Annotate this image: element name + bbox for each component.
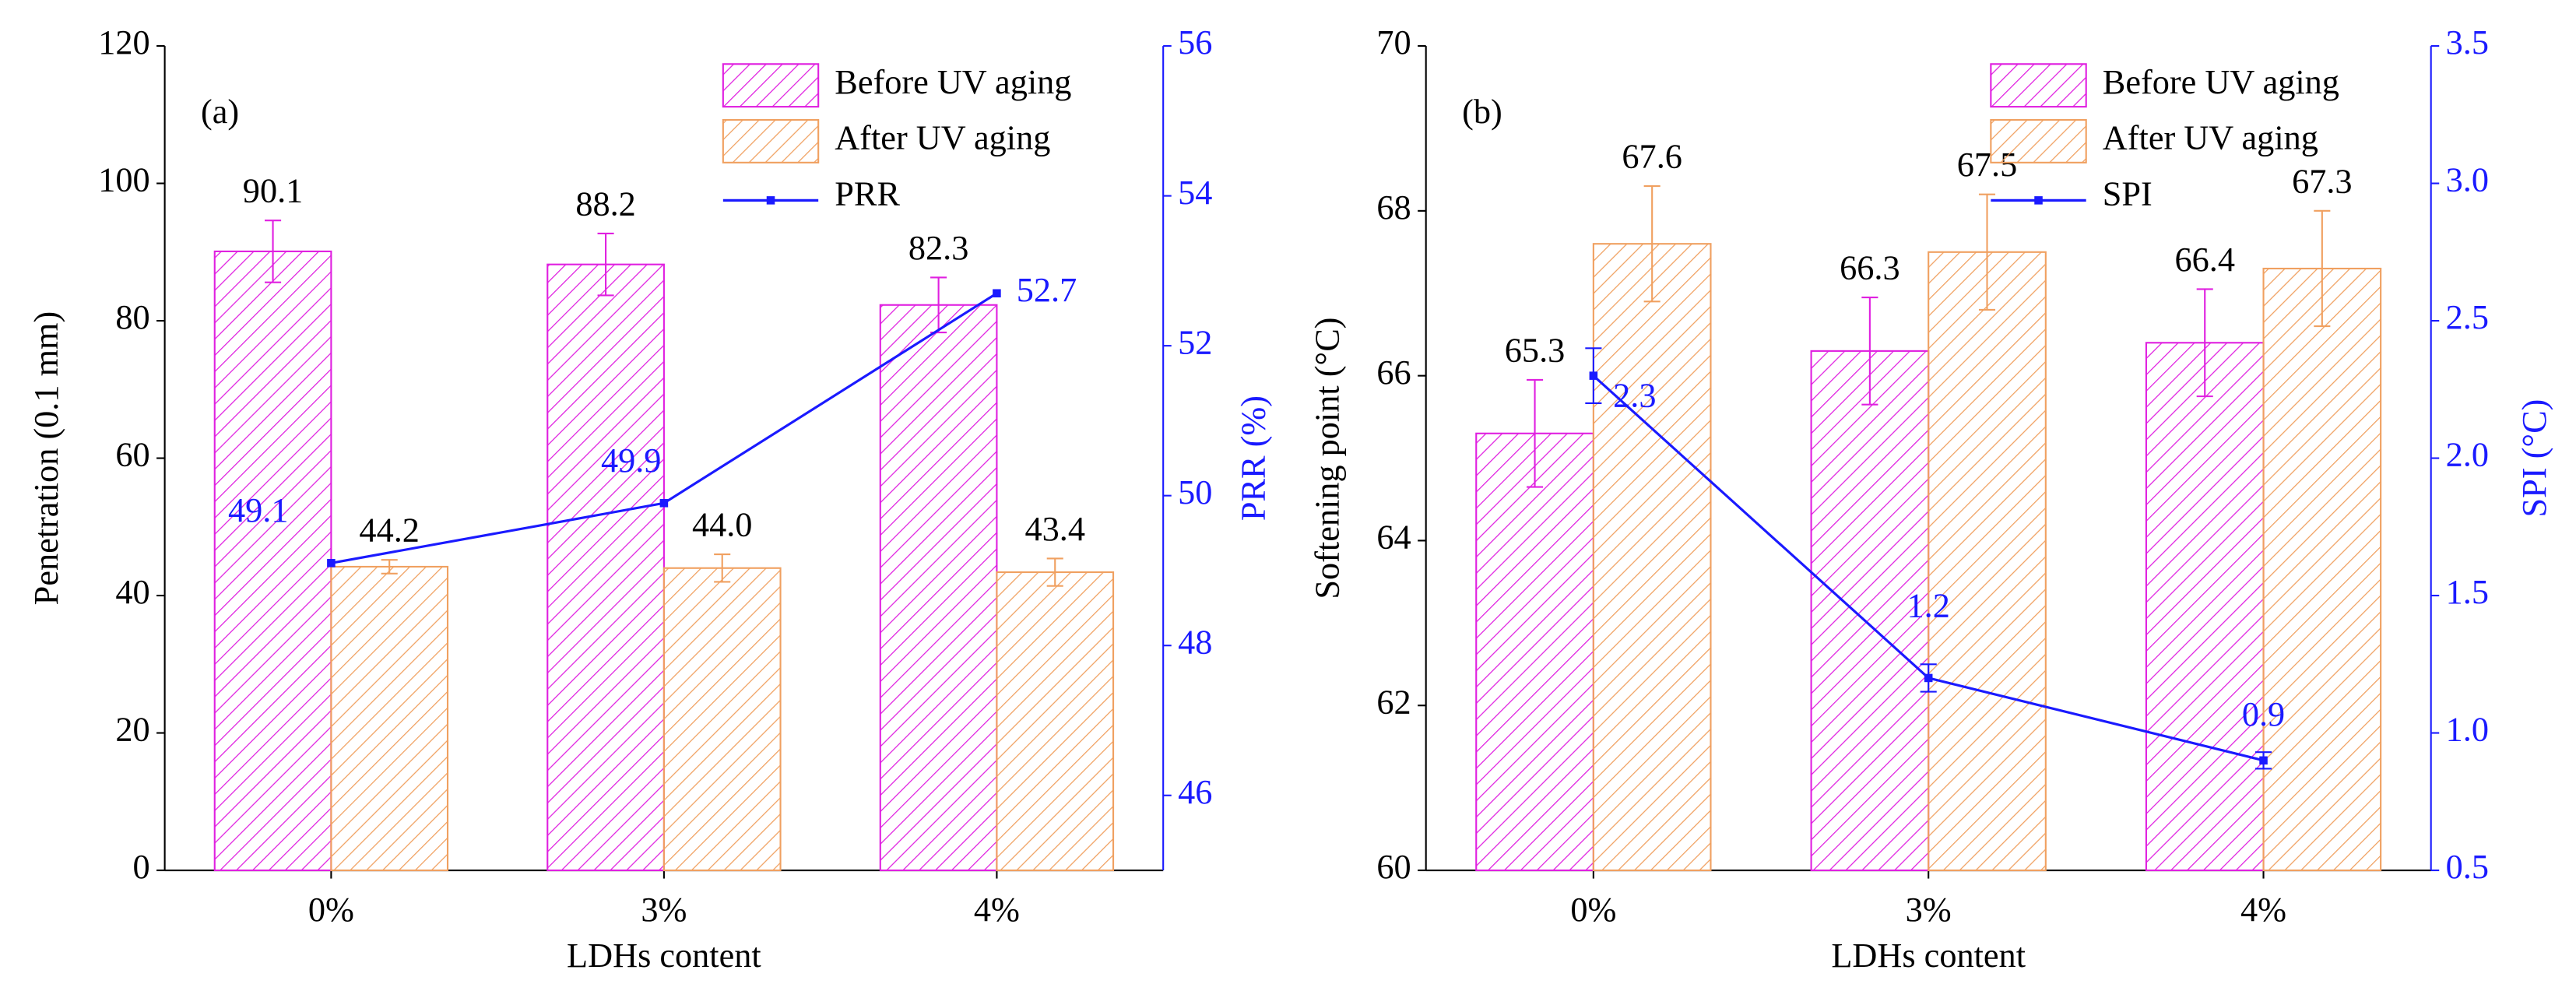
y-tick-label: 0 [132, 848, 149, 886]
y2-tick-label: 1.5 [2446, 573, 2489, 611]
y-axis-title: Penetration (0.1 mm) [27, 311, 65, 606]
y-tick-label: 100 [98, 161, 149, 199]
bar [546, 263, 665, 872]
legend-label: After UV aging [2103, 119, 2318, 157]
data-label: 0.9 [2242, 695, 2285, 733]
line-point [1924, 673, 1933, 683]
data-label: 88.2 [575, 184, 635, 223]
bar [1475, 432, 1594, 872]
y-tick-label: 60 [115, 436, 149, 474]
y2-tick-label: 56 [1178, 23, 1212, 61]
line-point [1589, 371, 1598, 380]
y2-tick-label: 0.5 [2446, 848, 2489, 886]
bar [1810, 350, 1930, 872]
x-axis-title: LDHs content [1831, 936, 2026, 975]
legend-swatch [1990, 63, 2087, 108]
legend-label: After UV aging [835, 119, 1050, 157]
bar [330, 565, 449, 872]
legend-swatch [722, 63, 820, 108]
y-tick-label: 60 [1376, 848, 1411, 886]
y2-axis-title: SPI (°C) [2515, 399, 2553, 518]
x-tick-label: 4% [2240, 891, 2286, 929]
y2-tick-label: 52 [1178, 323, 1212, 361]
y-tick-label: 40 [115, 573, 149, 611]
bar [879, 304, 998, 872]
data-label: 82.3 [908, 229, 969, 267]
data-label: 90.1 [243, 172, 304, 210]
line-point [659, 499, 669, 508]
bar [996, 571, 1115, 872]
y2-tick-label: 1.0 [2446, 711, 2489, 749]
legend-swatch [722, 118, 820, 163]
y-tick-label: 64 [1376, 518, 1411, 557]
x-tick-label: 0% [308, 891, 354, 929]
data-label: 67.3 [2292, 162, 2353, 200]
x-tick-label: 0% [1570, 891, 1616, 929]
legend-label: PRR [835, 174, 900, 213]
line-point [327, 559, 336, 568]
data-label: 49.9 [601, 441, 662, 480]
legend-label: Before UV aging [2103, 63, 2339, 101]
y2-tick-label: 54 [1178, 174, 1212, 212]
data-label: 66.4 [2174, 241, 2235, 279]
legend-point [766, 196, 775, 205]
line-point [993, 289, 1001, 298]
data-label: 43.4 [1024, 510, 1085, 548]
data-label: 1.2 [1907, 587, 1950, 625]
y-tick-label: 62 [1376, 683, 1411, 721]
data-label: 49.1 [228, 491, 289, 529]
y-axis-title: Softening point (°C) [1309, 317, 1347, 599]
data-label: 44.0 [692, 506, 753, 544]
legend-point [2034, 196, 2043, 205]
y-tick-label: 66 [1376, 353, 1411, 392]
bar [1592, 243, 1712, 872]
bar [2145, 342, 2265, 872]
y-tick-label: 68 [1376, 188, 1411, 227]
y2-tick-label: 50 [1178, 473, 1212, 511]
x-tick-label: 3% [641, 891, 687, 929]
line-point [2259, 756, 2268, 765]
panel-label: (b) [1462, 93, 1502, 131]
y-tick-label: 120 [98, 23, 149, 61]
data-label: 52.7 [1017, 271, 1077, 309]
y2-tick-label: 2.5 [2446, 298, 2489, 336]
bar [1928, 251, 2047, 872]
y-tick-label: 20 [115, 711, 149, 749]
x-tick-label: 4% [974, 891, 1020, 929]
y2-tick-label: 3.5 [2446, 23, 2489, 61]
data-label: 66.3 [1840, 248, 1900, 286]
y-tick-label: 70 [1376, 23, 1411, 61]
y-tick-label: 80 [115, 298, 149, 336]
legend-label: Before UV aging [835, 63, 1071, 101]
legend-swatch [1990, 118, 2087, 163]
legend-label: SPI [2103, 174, 2153, 213]
y2-axis-title: PRR (%) [1235, 395, 1273, 521]
data-label: 2.3 [1613, 376, 1656, 414]
x-axis-title: LDHs content [567, 936, 761, 975]
data-label: 67.6 [1622, 138, 1682, 176]
x-tick-label: 3% [1906, 891, 1952, 929]
y2-tick-label: 3.0 [2446, 161, 2489, 199]
data-label: 44.2 [359, 511, 420, 550]
y2-tick-label: 2.0 [2446, 436, 2489, 474]
bar [213, 250, 332, 872]
bar [662, 567, 782, 872]
bar [2262, 267, 2382, 872]
panel-label: (a) [201, 93, 239, 131]
y2-tick-label: 46 [1178, 773, 1212, 811]
data-label: 65.3 [1505, 331, 1566, 369]
y2-tick-label: 48 [1178, 623, 1212, 661]
